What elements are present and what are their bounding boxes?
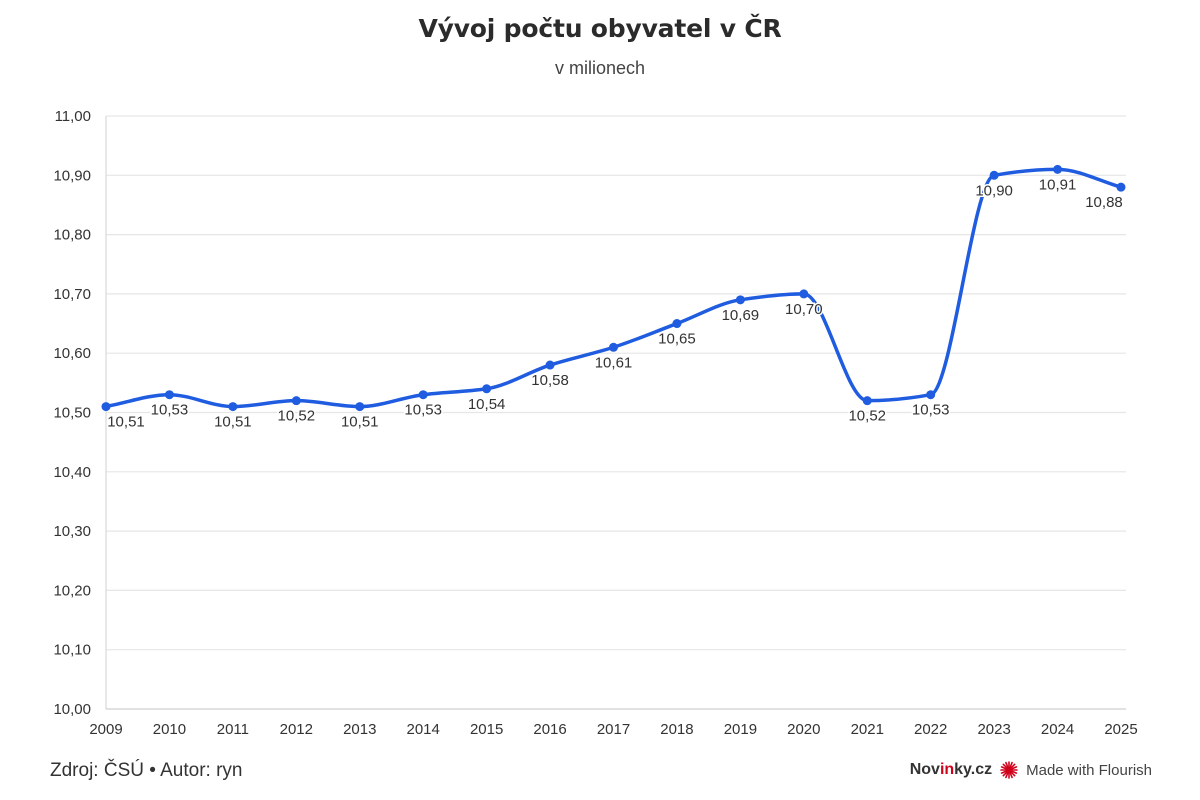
x-tick-label: 2009 — [89, 721, 122, 738]
data-point — [1116, 182, 1126, 192]
data-point — [291, 396, 301, 406]
x-tick-label: 2013 — [343, 721, 376, 738]
data-point — [355, 402, 365, 412]
data-point — [418, 390, 428, 400]
y-tick-label: 10,60 — [53, 345, 91, 362]
data-label: 10,53 — [912, 402, 950, 419]
line-chart: 10,00 10,10 10,20 10,30 10,40 10,50 10,60 10,70… — [53, 108, 1137, 738]
x-tick-label: 2021 — [851, 721, 884, 738]
x-tick-label: 2016 — [533, 721, 566, 738]
x-tick-label: 2015 — [470, 721, 503, 738]
data-label: 10,54 — [468, 396, 506, 413]
y-tick-label: 10,30 — [53, 523, 91, 540]
data-label: 10,58 — [531, 372, 569, 389]
data-point — [799, 289, 809, 299]
x-tick-label: 2014 — [407, 721, 440, 738]
source-credit: Zdroj: ČSÚ • Autor: ryn — [50, 760, 243, 781]
x-tick-label: 2011 — [217, 721, 249, 738]
data-label: 10,90 — [975, 182, 1013, 199]
data-label: 10,52 — [278, 408, 316, 425]
novinky-logo[interactable]: Novinky.cz — [910, 761, 992, 779]
data-label: 10,65 — [658, 331, 696, 348]
data-point — [482, 384, 492, 394]
flourish-burst-icon — [1000, 761, 1018, 779]
x-tick-label: 2012 — [280, 721, 313, 738]
series-line — [104, 167, 1123, 409]
made-with-flourish-link[interactable]: Made with Flourish — [1026, 761, 1152, 779]
data-label: 10,61 — [595, 354, 633, 371]
y-tick-label: 10,50 — [53, 405, 91, 422]
x-tick-label: 2018 — [660, 721, 693, 738]
data-point — [989, 170, 999, 180]
x-tick-label: 2024 — [1041, 721, 1074, 738]
data-point — [672, 319, 682, 329]
data-point — [862, 396, 872, 406]
data-label: 10,51 — [341, 414, 379, 431]
x-tick-label: 2025 — [1104, 721, 1137, 738]
footer-branding: Novinky.cz Made with Flourish — [910, 761, 1152, 779]
data-label: 10,69 — [722, 307, 760, 324]
data-label: 10,70 — [785, 301, 823, 318]
y-tick-label: 11,00 — [55, 108, 91, 125]
chart-subtitle: v milionech — [554, 58, 646, 78]
y-tick-label: 10,70 — [53, 286, 91, 303]
x-tick-label: 2019 — [724, 721, 757, 738]
chart-title: Vývoj počtu obyvatel v ČR — [418, 14, 782, 43]
y-tick-label: 10,40 — [53, 464, 91, 481]
y-tick-label: 10,10 — [53, 642, 91, 659]
data-point — [101, 402, 111, 412]
y-tick-label: 10,90 — [53, 167, 91, 184]
x-tick-label: 2010 — [153, 721, 186, 738]
x-tick-label: 2020 — [787, 721, 820, 738]
data-point — [926, 390, 936, 400]
brand-prefix: Nov — [909, 761, 940, 778]
data-label: 10,51 — [214, 414, 252, 431]
data-label: 10,88 — [1085, 194, 1123, 211]
data-label: 10,51 — [107, 414, 145, 431]
data-point — [1053, 164, 1063, 174]
data-label: 10,53 — [151, 402, 189, 419]
data-label: 10,91 — [1039, 176, 1077, 193]
y-tick-label: 10,20 — [53, 582, 91, 599]
data-label: 10,53 — [404, 402, 442, 419]
x-tick-label: 2017 — [597, 721, 630, 738]
y-tick-label: 10,80 — [53, 227, 91, 244]
data-point — [735, 295, 745, 305]
brand-accent: in — [939, 761, 955, 778]
data-point — [164, 390, 174, 400]
data-point — [228, 402, 238, 412]
x-tick-label: 2022 — [914, 721, 947, 738]
brand-suffix: ky.cz — [954, 761, 993, 778]
data-point — [609, 342, 618, 352]
data-point — [545, 360, 555, 370]
x-tick-label: 2023 — [977, 721, 1010, 738]
data-label: 10,52 — [848, 408, 886, 425]
y-tick-label: 10,00 — [53, 701, 91, 718]
